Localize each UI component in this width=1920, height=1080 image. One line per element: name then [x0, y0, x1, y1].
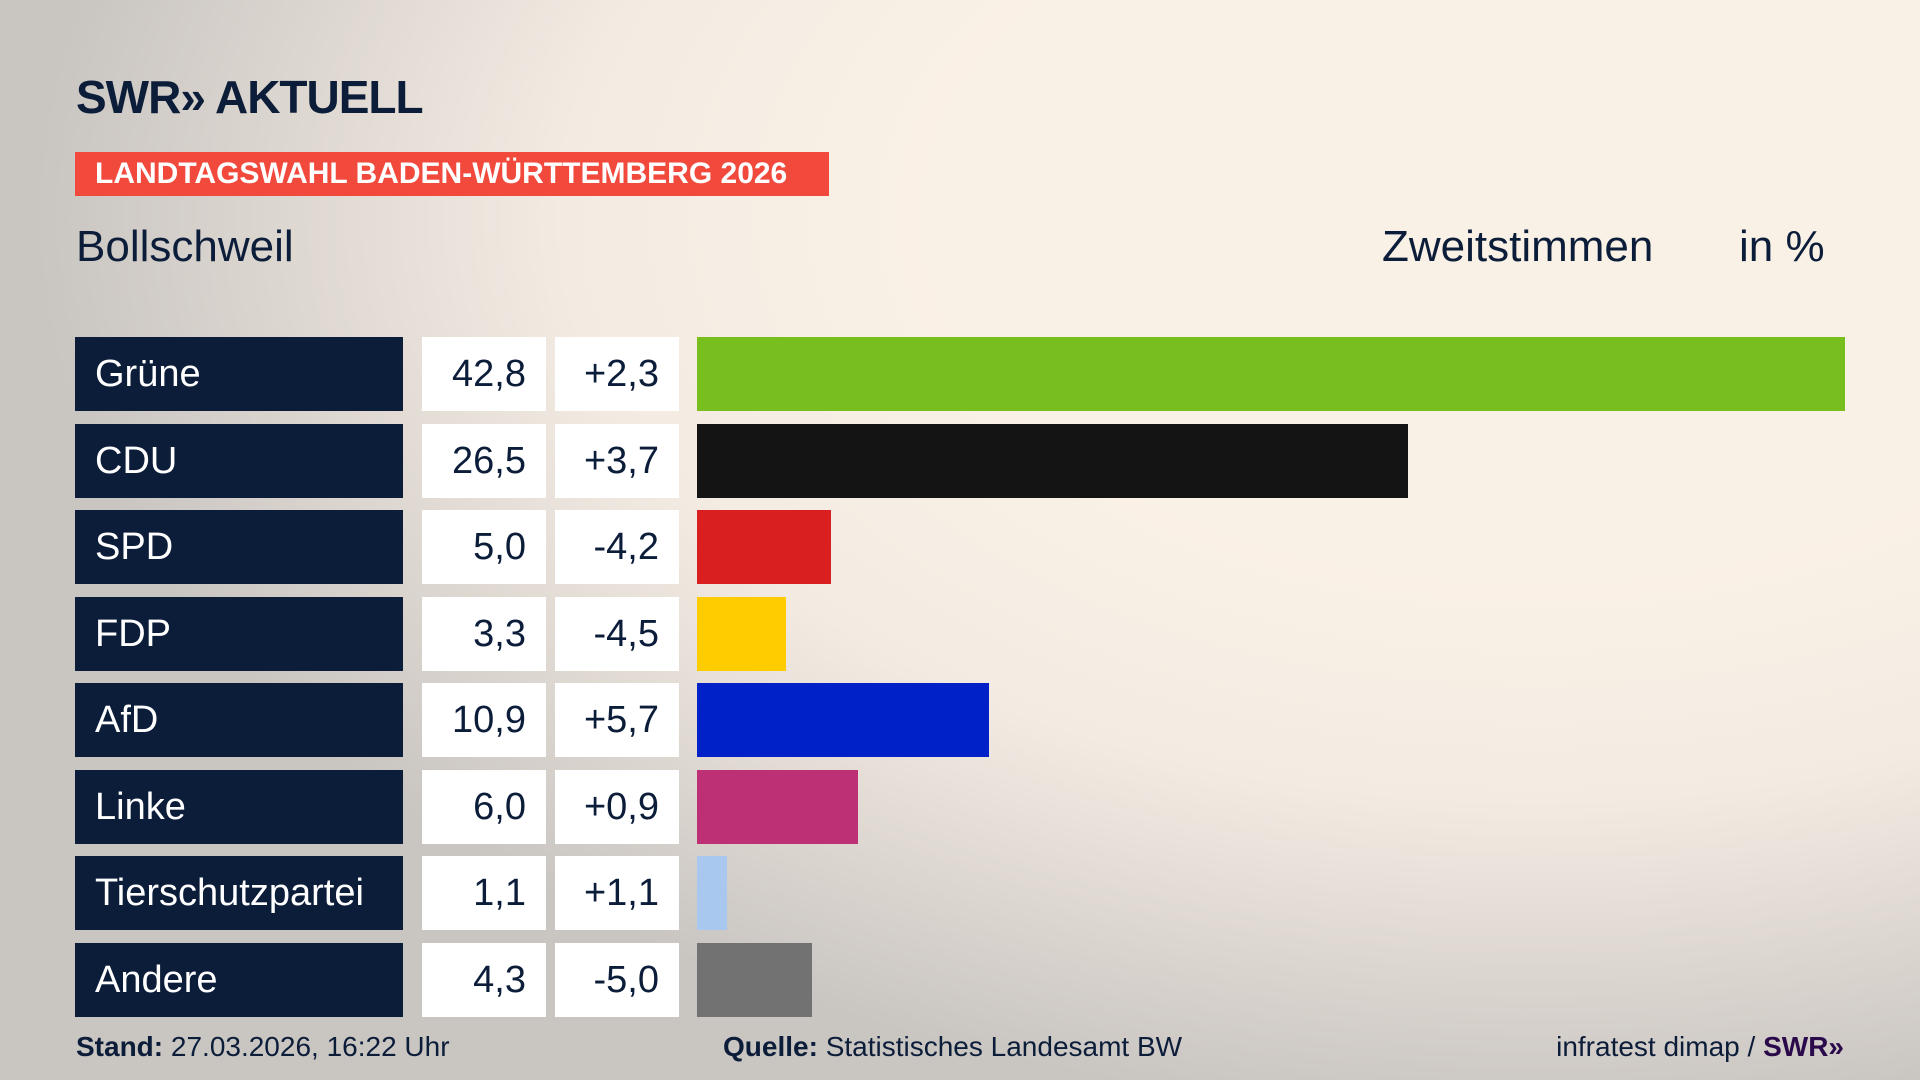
source-value: Statistisches Landesamt BW [825, 1031, 1183, 1062]
party-label: Tierschutzpartei [75, 856, 403, 930]
credit-text: infratest dimap / [1556, 1031, 1756, 1062]
unit-label: in % [1739, 222, 1825, 271]
value-label: 5,0 [422, 510, 546, 584]
value-label: 10,9 [422, 683, 546, 757]
bar-andere [697, 942, 813, 1017]
bar-grüne [697, 337, 1845, 411]
value-label: 6,0 [422, 769, 546, 844]
value-label: 1,1 [422, 856, 546, 930]
timestamp: Stand: 27.03.2026, 16:22 Uhr [76, 1031, 450, 1063]
party-label: CDU [75, 423, 403, 498]
bar-cdu [697, 423, 1408, 498]
change-label: -4,2 [555, 510, 679, 584]
swr-aktuell-logo: SWR» AKTUELL [76, 71, 424, 123]
value-label: 3,3 [422, 596, 546, 671]
bar-spd [697, 510, 832, 584]
bar-tierschutzpartei [697, 856, 727, 930]
bar-fdp [697, 596, 786, 671]
election-banner: LANDTAGSWAHL BADEN-WÜRTTEMBERG 2026 [75, 152, 829, 196]
bar-linke [697, 769, 858, 844]
party-label: Andere [75, 942, 403, 1017]
value-label: 26,5 [422, 423, 546, 498]
stand-value: 27.03.2026, 16:22 Uhr [170, 1031, 450, 1062]
source-label: Quelle: [723, 1031, 818, 1062]
party-label: AfD [75, 683, 403, 757]
change-label: -4,5 [555, 596, 679, 671]
party-label: Linke [75, 769, 403, 844]
party-label: Grüne [75, 337, 403, 411]
change-label: +1,1 [555, 856, 679, 930]
swr-logo: SWR» [1763, 1031, 1844, 1062]
change-label: +0,9 [555, 769, 679, 844]
value-label: 42,8 [422, 337, 546, 411]
change-label: +2,3 [555, 337, 679, 411]
value-label: 4,3 [422, 942, 546, 1017]
place-title: Bollschweil [76, 222, 294, 271]
change-label: -5,0 [555, 942, 679, 1017]
party-label: SPD [75, 510, 403, 584]
change-label: +3,7 [555, 423, 679, 498]
source: Quelle: Statistisches Landesamt BW [723, 1031, 1182, 1063]
stand-label: Stand: [76, 1031, 164, 1062]
bar-afd [697, 683, 990, 757]
party-label: FDP [75, 596, 403, 671]
credit: infratest dimap / SWR» [1556, 1031, 1844, 1063]
metric-label: Zweitstimmen [1382, 222, 1654, 271]
change-label: +5,7 [555, 683, 679, 757]
